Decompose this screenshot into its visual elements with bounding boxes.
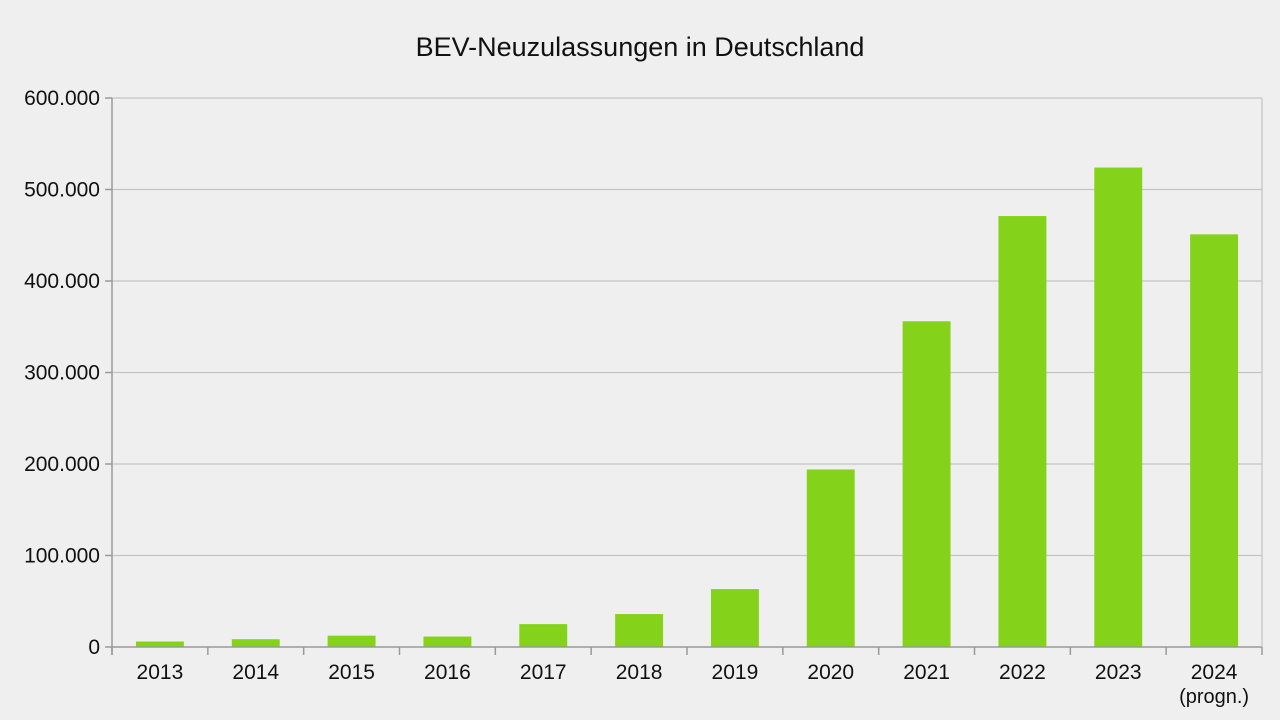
bar-2023 [1094,167,1143,648]
chart-title: BEV-Neuzulassungen in Deutschland [416,32,865,62]
bar-2024 [1190,234,1239,647]
x-tick-label: 2015 [328,661,375,684]
bar-2013 [135,641,184,647]
bars [135,167,1239,648]
axes [111,98,1263,655]
x-tick-label: 2020 [807,661,854,684]
bar-2019 [710,589,759,647]
bar-2022 [998,216,1047,647]
bar-2014 [231,639,280,647]
bar-2017 [519,624,568,647]
x-tick-label: 2016 [424,661,471,684]
bar-2020 [806,469,855,647]
x-tick-label: 2023 [1095,661,1142,684]
y-tick-label: 0 [88,636,100,659]
y-tick-label: 600.000 [24,87,100,110]
x-tick-label: 2024 [1191,661,1238,684]
bar-2016 [423,636,472,647]
x-tick-sublabel: (progn.) [1179,686,1249,708]
bar-2018 [615,614,664,647]
x-axis-ticks: 2013 2014 2015 2016 2017 2018 2019 2020 2021 2022… [111,647,1263,708]
y-tick-label: 200.000 [24,453,100,476]
bar-2015 [327,635,376,647]
y-tick-label: 300.000 [24,362,100,385]
x-tick-label: 2017 [520,661,567,684]
x-tick-label: 2021 [903,661,950,684]
y-tick-label: 100.000 [24,545,100,568]
x-tick-label: 2014 [232,661,279,684]
gridlines [112,97,1262,557]
y-tick-label: 500.000 [24,179,100,202]
x-tick-label: 2018 [616,661,663,684]
x-tick-label: 2013 [137,661,184,684]
bar-2021 [902,321,951,647]
x-tick-label: 2022 [999,661,1046,684]
y-axis-ticks: 0 100.000 200.000 300.000 400.000 500.000 600.… [24,87,112,659]
x-tick-label: 2019 [712,661,759,684]
y-tick-label: 400.000 [24,270,100,293]
